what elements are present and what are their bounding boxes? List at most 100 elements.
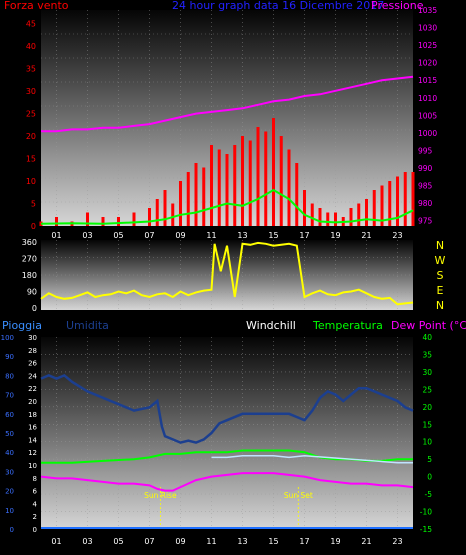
rain-tick-label: 50	[5, 430, 14, 438]
rain-tick-label: 60	[5, 411, 14, 419]
wind-tick-label: 5	[31, 200, 36, 209]
x-tick-label: 05	[113, 231, 123, 240]
pressure-tick-label: 1005	[418, 111, 437, 120]
x-tick-label: 07	[144, 231, 154, 240]
temp-tick-label: 10	[422, 438, 432, 447]
x-tick-label: 15	[268, 537, 278, 546]
x-tick-label: 11	[206, 231, 216, 240]
temp-tick-label: -15	[420, 525, 432, 534]
dewpoint-axis-label: Dew Point (°C)	[391, 319, 466, 332]
pressure-tick-label: 1000	[418, 129, 437, 138]
temperature-legend-label: Temperatura	[313, 319, 383, 332]
x-tick-label: 23	[392, 537, 402, 546]
pressure-tick-label: 1020	[418, 59, 437, 68]
humidity-tick-label: 26	[28, 360, 37, 368]
rain-tick-label: 90	[5, 353, 14, 361]
pressure-tick-label: 1010	[418, 94, 437, 103]
pressure-tick-label: 980	[418, 199, 433, 208]
temp-tick-label: 0	[427, 473, 432, 482]
rain-axis-label: Pioggia	[2, 319, 42, 332]
rain-tick-label: 0	[10, 526, 14, 534]
compass-label-n: N	[436, 299, 444, 312]
windchill-line	[211, 454, 413, 464]
wind-tick-label: 20	[26, 132, 36, 141]
x-tick-label: 09	[175, 537, 185, 546]
x-tick-label: 17	[299, 231, 309, 240]
direction-tick-label: 180	[22, 271, 37, 280]
compass-label-s: S	[437, 269, 444, 282]
wind-direction-line	[40, 241, 414, 306]
direction-tick-label: 90	[27, 288, 37, 297]
compass-label-e: E	[437, 284, 444, 297]
x-tick-label: 03	[82, 231, 92, 240]
temp-tick-label: 15	[422, 420, 432, 429]
pressure-tick-label: 1015	[418, 76, 437, 85]
humidity-line	[40, 373, 414, 444]
humidity-tick-label: 30	[28, 334, 37, 342]
humidity-tick-label: 10	[28, 462, 37, 470]
wind-tick-label: 45	[26, 20, 36, 29]
x-tick-label: 19	[330, 231, 340, 240]
sun-marker-label: Sun Set	[284, 491, 313, 500]
rain-tick-label: 70	[5, 392, 14, 400]
humidity-tick-label: 8	[33, 475, 37, 483]
pressure-axis-label: Pressione	[371, 0, 424, 12]
x-tick-label: 09	[175, 231, 185, 240]
x-tick-label: 23	[392, 231, 402, 240]
direction-tick-label: 0	[32, 304, 37, 313]
x-tick-label: 07	[144, 537, 154, 546]
direction-tick-label: 270	[22, 255, 37, 264]
pressure-tick-label: 1025	[418, 41, 437, 50]
rain-tick-label: 30	[5, 468, 14, 476]
compass-label-n: N	[436, 239, 444, 252]
x-tick-label: 21	[361, 537, 371, 546]
x-tick-label: 03	[82, 537, 92, 546]
x-tick-label: 11	[206, 537, 216, 546]
temp-plot-area	[41, 337, 413, 529]
humidity-tick-label: 18	[28, 411, 37, 419]
x-tick-label: 13	[237, 231, 247, 240]
humidity-tick-label: 6	[33, 488, 38, 496]
x-tick-label: 17	[299, 537, 309, 546]
pressure-tick-label: 985	[418, 182, 433, 191]
direction-tick-label: 360	[22, 238, 37, 247]
sun-marker-label: Sun Rise	[144, 491, 177, 500]
temp-tick-label: 25	[422, 385, 432, 394]
humidity-tick-label: 16	[28, 424, 37, 432]
wind-tick-label: 40	[26, 42, 36, 51]
humidity-axis-label: Umidita	[66, 319, 109, 332]
humidity-tick-label: 12	[28, 449, 37, 457]
compass-label-w: W	[435, 254, 446, 267]
rain-tick-label: 10	[5, 507, 14, 515]
wind-average-line	[40, 188, 414, 225]
temp-tick-label: 30	[422, 368, 432, 377]
temp-tick-label: -5	[425, 490, 433, 499]
temp-tick-label: 40	[422, 333, 432, 342]
chart-title: 24 hour graph data 16 Dicembre 2017	[172, 0, 385, 12]
wind-tick-label: 25	[26, 110, 36, 119]
humidity-tick-label: 14	[28, 436, 37, 444]
pressure-tick-label: 990	[418, 164, 433, 173]
wind-tick-label: 30	[26, 87, 36, 96]
x-tick-label: 15	[268, 231, 278, 240]
humidity-tick-label: 24	[28, 372, 37, 380]
x-tick-label: 01	[51, 537, 61, 546]
wind-tick-label: 0	[31, 222, 36, 231]
humidity-tick-label: 0	[33, 526, 37, 534]
x-tick-label: 21	[361, 231, 371, 240]
humidity-tick-label: 22	[28, 385, 37, 393]
dewpoint-line	[40, 472, 414, 492]
temp-tick-label: 5	[427, 455, 432, 464]
rain-tick-label: 80	[5, 372, 14, 380]
pressure-line	[41, 75, 414, 133]
wind-tick-label: 35	[26, 65, 36, 74]
pressure-tick-label: 1035	[418, 6, 437, 15]
humidity-tick-label: 2	[33, 513, 37, 521]
x-tick-label: 01	[51, 231, 61, 240]
humidity-tick-label: 28	[28, 347, 37, 355]
humidity-tick-label: 20	[28, 398, 37, 406]
